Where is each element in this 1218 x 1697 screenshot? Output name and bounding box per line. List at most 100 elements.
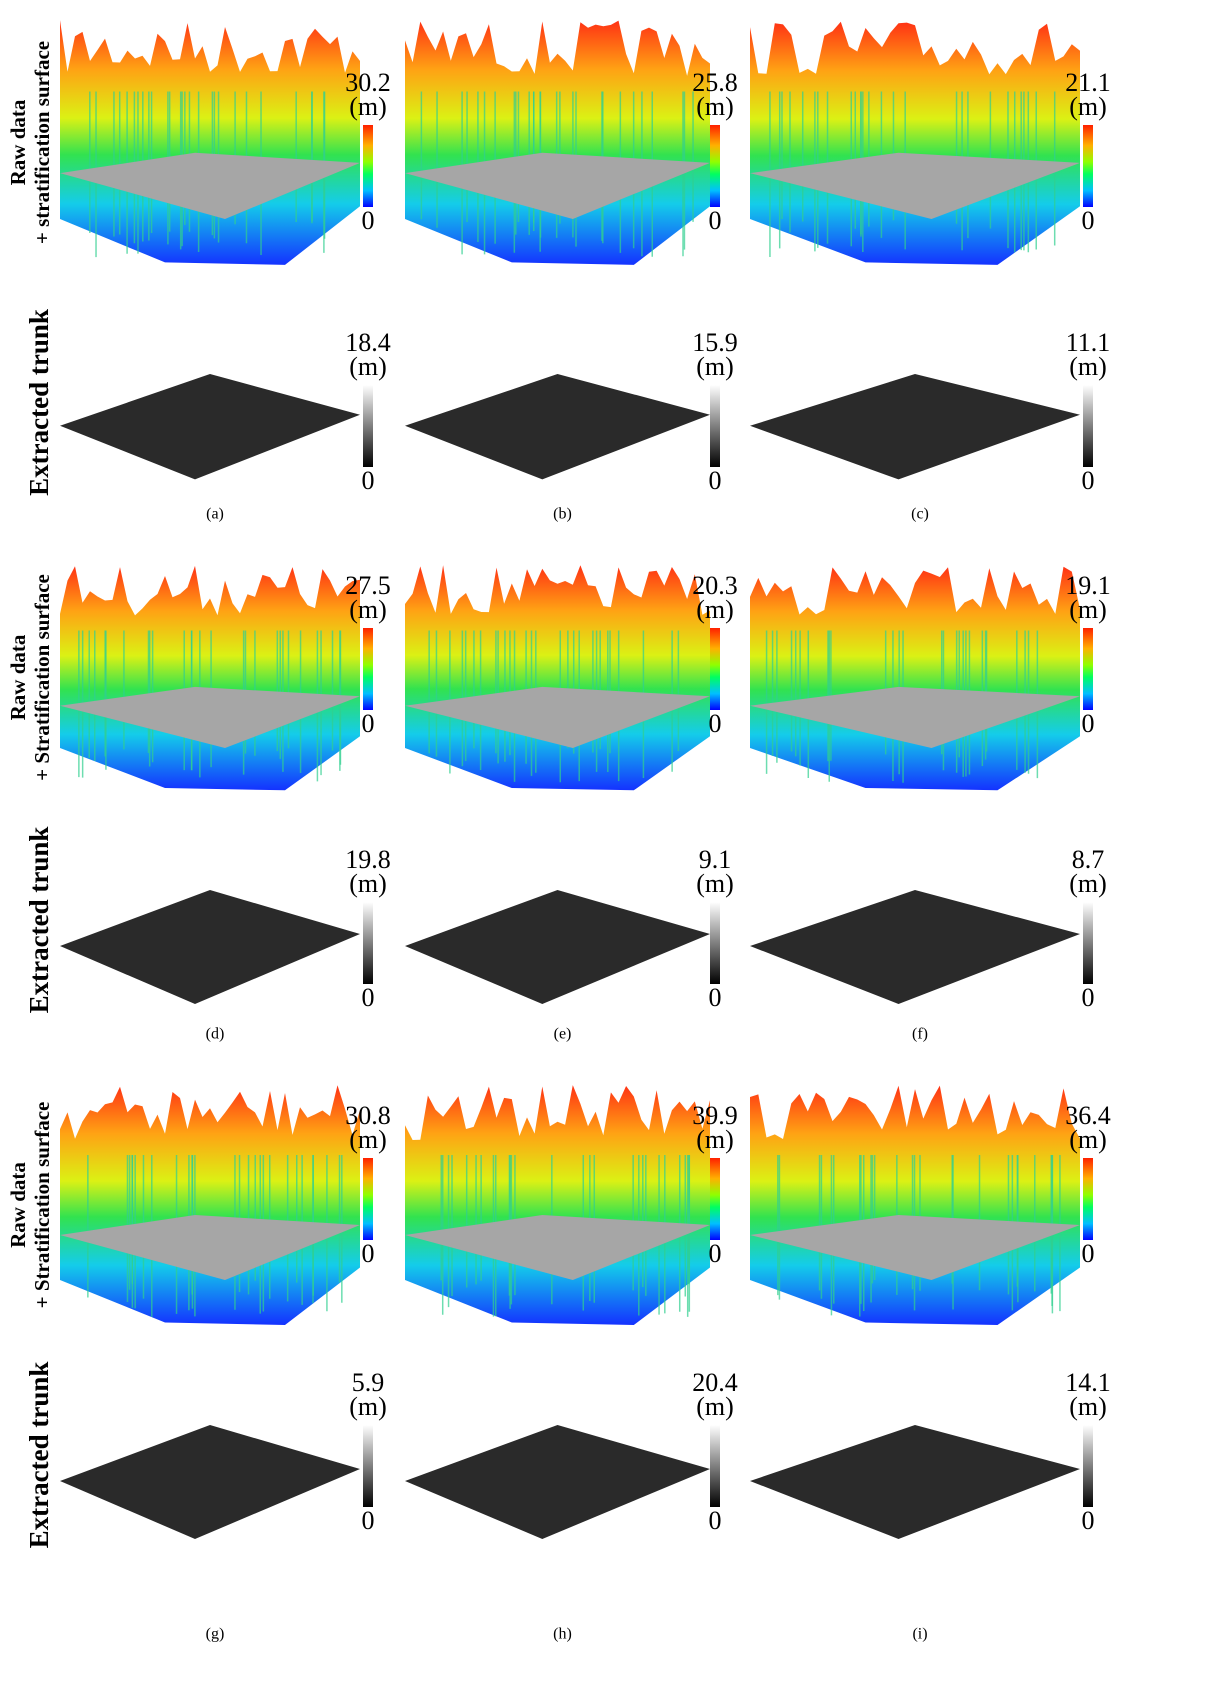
trunk-point-cloud <box>405 1347 710 1539</box>
colorbar-max: 39.9 <box>692 1101 738 1130</box>
colorbar-unit: (m) <box>1069 352 1107 381</box>
colorbar-max: 19.1 <box>1065 571 1111 600</box>
stratification-surface <box>750 1215 1080 1280</box>
raw-point-cloud <box>750 21 1080 265</box>
colorbar <box>710 125 720 207</box>
trunk-point-cloud <box>60 1328 360 1539</box>
raw-point-cloud <box>60 565 360 791</box>
stratification-surface <box>750 152 1080 219</box>
colorbar-max: 14.1 <box>1065 1368 1111 1397</box>
stratification-surface <box>60 152 360 219</box>
colorbar-unit: (m) <box>696 1392 734 1421</box>
panel-label: (i) <box>912 1626 927 1643</box>
row-label: Extracted trunk <box>24 827 54 1014</box>
stratification-surface <box>750 686 1080 748</box>
colorbar-min: 0 <box>1082 983 1095 1012</box>
colorbar-max: 30.2 <box>345 68 391 97</box>
raw-point-cloud <box>60 1085 360 1325</box>
panel-label: (a) <box>206 506 224 523</box>
row-label: Extracted trunk <box>24 1362 54 1549</box>
colorbar <box>363 125 373 207</box>
panel-label: (h) <box>553 1626 572 1643</box>
colorbar-unit: (m) <box>696 92 734 121</box>
stratification-surface <box>60 1215 360 1280</box>
colorbar-unit: (m) <box>349 1125 387 1154</box>
colorbar-unit: (m) <box>349 595 387 624</box>
colorbar-unit: (m) <box>1069 1125 1107 1154</box>
trunk-point-cloud <box>60 801 360 1004</box>
raw-point-cloud <box>750 566 1080 791</box>
canopy-points <box>405 565 710 791</box>
colorbar-unit: (m) <box>696 869 734 898</box>
colorbar-unit: (m) <box>349 869 387 898</box>
raw-point-cloud <box>60 20 360 265</box>
row-label: Raw data <box>6 99 30 185</box>
colorbar-max: 19.8 <box>345 845 391 874</box>
trunk-point-cloud <box>750 1349 1080 1539</box>
row-label: + Stratification surface <box>30 1102 54 1309</box>
colorbar-min: 0 <box>1082 206 1095 235</box>
raw-point-cloud <box>405 20 710 265</box>
colorbar-max: 36.4 <box>1065 1101 1111 1130</box>
trunk-point-cloud <box>405 286 710 480</box>
colorbar-unit: (m) <box>1069 1392 1107 1421</box>
colorbar-max: 5.9 <box>352 1368 385 1397</box>
ground-points <box>750 1425 1080 1539</box>
colorbar-max: 15.9 <box>692 328 738 357</box>
colorbar <box>1083 628 1093 710</box>
canopy-points <box>60 20 360 265</box>
trunk-point-cloud <box>405 791 710 1004</box>
colorbar-unit: (m) <box>349 352 387 381</box>
panel-label: (d) <box>206 1026 225 1043</box>
colorbar-unit: (m) <box>1069 595 1107 624</box>
row-label: Raw data <box>6 634 30 720</box>
colorbar-min: 0 <box>362 206 375 235</box>
colorbar-min: 0 <box>362 983 375 1012</box>
stratification-surface <box>60 686 360 748</box>
colorbar-max: 9.1 <box>699 845 732 874</box>
colorbar <box>1083 385 1093 467</box>
trunk-point-cloud <box>60 281 360 480</box>
row-label: Raw data <box>6 1162 30 1248</box>
colorbar <box>710 1425 720 1507</box>
colorbar-min: 0 <box>1082 466 1095 495</box>
panel-label: (c) <box>911 506 929 523</box>
colorbar <box>1083 902 1093 984</box>
colorbar-min: 0 <box>709 466 722 495</box>
colorbar <box>363 1158 373 1240</box>
colorbar-min: 0 <box>1082 1506 1095 1535</box>
colorbar-min: 0 <box>362 1239 375 1268</box>
colorbar-max: 11.1 <box>1066 328 1111 357</box>
colorbar-max: 20.3 <box>692 571 738 600</box>
raw-point-cloud <box>750 1085 1080 1325</box>
row-label: Extracted trunk <box>24 309 54 496</box>
colorbar-unit: (m) <box>696 1125 734 1154</box>
colorbar <box>363 902 373 984</box>
colorbar <box>710 385 720 467</box>
colorbar <box>710 1158 720 1240</box>
colorbar <box>1083 1158 1093 1240</box>
colorbar-min: 0 <box>709 983 722 1012</box>
colorbar-unit: (m) <box>1069 92 1107 121</box>
colorbar-max: 30.8 <box>345 1101 391 1130</box>
ground-points <box>405 1425 710 1539</box>
raw-point-cloud <box>405 565 710 791</box>
colorbar-unit: (m) <box>349 92 387 121</box>
colorbar <box>363 628 373 710</box>
ground-points <box>750 890 1080 1004</box>
panel-label: (b) <box>553 506 572 523</box>
panel-label: (f) <box>912 1026 928 1043</box>
colorbar-max: 21.1 <box>1065 68 1111 97</box>
colorbar-min: 0 <box>709 206 722 235</box>
colorbar-unit: (m) <box>696 352 734 381</box>
colorbar-unit: (m) <box>349 1392 387 1421</box>
colorbar-min: 0 <box>709 1506 722 1535</box>
row-label: + stratification surface <box>30 41 54 244</box>
canopy-points <box>405 20 710 265</box>
colorbar-max: 18.4 <box>345 328 391 357</box>
colorbar <box>363 385 373 467</box>
canopy-points <box>750 21 1080 265</box>
colorbar-min: 0 <box>362 466 375 495</box>
colorbar-min: 0 <box>1082 709 1095 738</box>
